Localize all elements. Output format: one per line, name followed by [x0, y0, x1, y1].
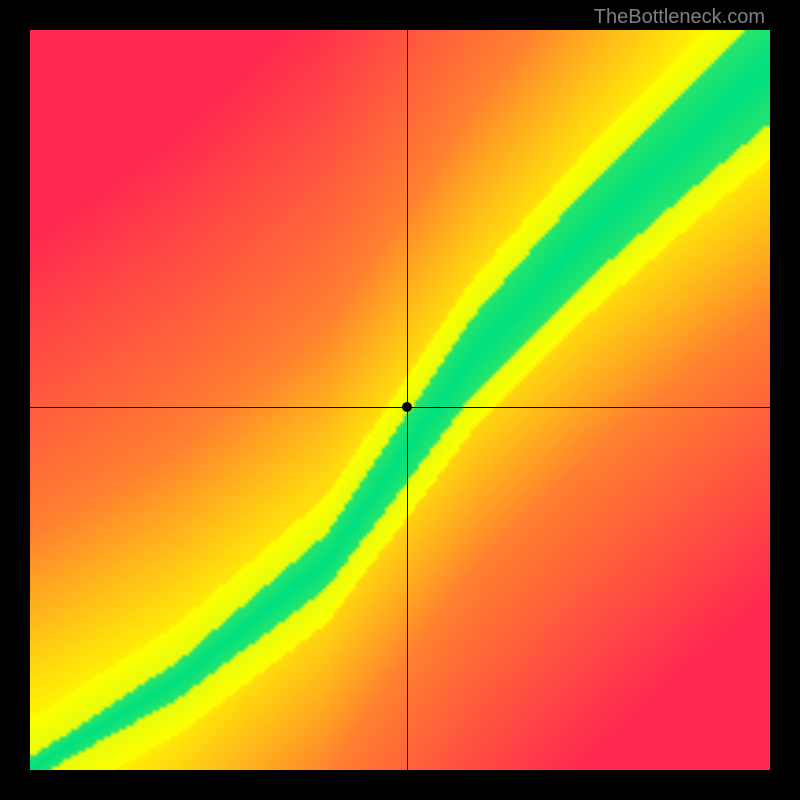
crosshair-horizontal [30, 407, 770, 408]
marker-point [402, 402, 412, 412]
heatmap-canvas [30, 30, 770, 770]
bottleneck-heatmap [30, 30, 770, 770]
crosshair-vertical [407, 30, 408, 770]
attribution-text: TheBottleneck.com [594, 6, 765, 29]
